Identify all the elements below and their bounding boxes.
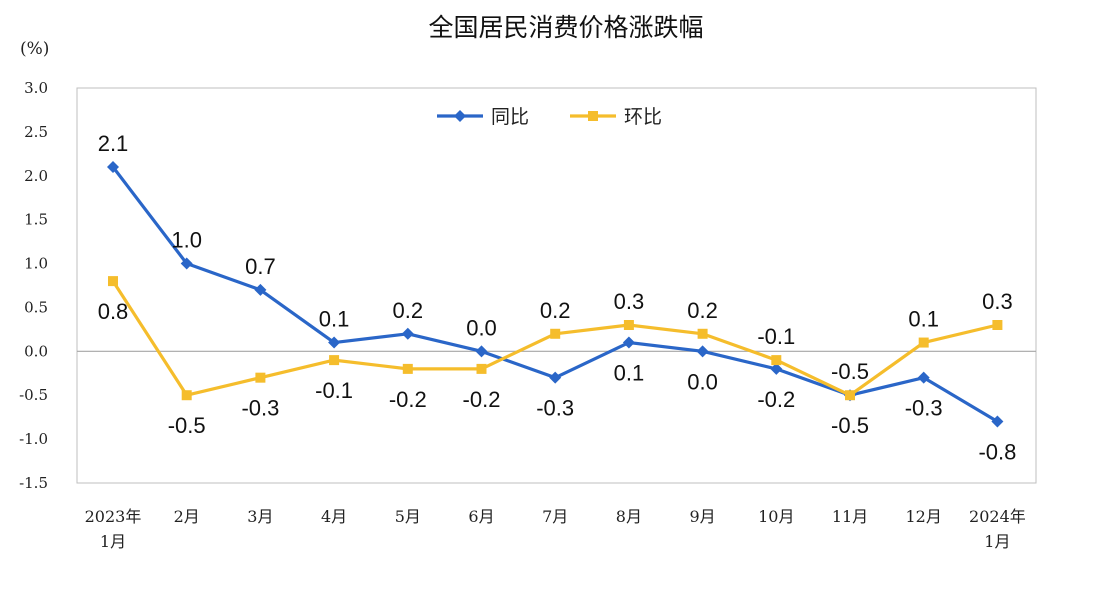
data-label: 0.0 (687, 369, 718, 394)
chart-title: 全国居民消费价格涨跌幅 (428, 13, 703, 42)
data-label: -0.5 (168, 413, 206, 438)
data-point-marker (623, 320, 634, 330)
x-tick-label: 8月 (616, 507, 642, 526)
data-point-marker (992, 320, 1003, 330)
x-tick-label: 9月 (690, 507, 716, 526)
data-point-marker (401, 327, 414, 340)
data-label: -0.5 (831, 413, 869, 438)
data-label: 0.2 (393, 298, 424, 323)
data-label: -0.2 (389, 387, 427, 412)
data-label: -0.2 (757, 387, 795, 412)
y-tick-label: 1.5 (24, 211, 48, 229)
legend-marker (588, 111, 598, 121)
legend-marker (454, 110, 466, 122)
data-point-marker (770, 362, 783, 375)
data-label: 0.1 (319, 307, 350, 332)
data-label: -0.8 (978, 440, 1016, 465)
data-label: -0.1 (757, 324, 795, 349)
x-tick-label: 2024年 (969, 507, 1026, 526)
data-point-marker (622, 336, 635, 349)
data-label: -0.5 (831, 359, 869, 384)
legend: 同比 环比 (437, 106, 662, 128)
data-label: 0.1 (908, 307, 939, 332)
series-layer (107, 161, 1004, 428)
y-tick-label: 0.5 (24, 298, 48, 316)
data-label: -0.3 (905, 396, 943, 421)
data-point-marker (845, 390, 855, 401)
x-tick-label: 6月 (468, 507, 494, 526)
y-tick-label: 2.5 (24, 123, 48, 141)
plot-area-frame (76, 87, 1037, 484)
data-label: 0.2 (540, 298, 571, 323)
legend-label: 同比 (491, 106, 529, 128)
data-label: 2.1 (98, 131, 129, 156)
data-label: 0.0 (466, 315, 497, 340)
y-axis-unit-label: (%) (20, 39, 49, 59)
data-point-marker (254, 283, 267, 296)
data-point-marker (476, 363, 487, 374)
data-label: 1.0 (171, 228, 202, 253)
x-tick-label: 3月 (247, 507, 273, 526)
x-tick-label: 2023年 (85, 507, 142, 526)
data-point-marker (550, 328, 561, 339)
x-tick-label: 2月 (174, 507, 200, 526)
x-tick-label: 1月 (100, 532, 126, 551)
x-tick-label: 12月 (906, 507, 942, 526)
data-point-marker (107, 161, 119, 173)
data-label: 0.3 (614, 289, 645, 314)
data-point-marker (328, 336, 341, 349)
data-label: -0.3 (536, 396, 574, 421)
y-tick-label: 1.0 (24, 255, 48, 273)
x-tick-label: 10月 (758, 507, 794, 526)
data-point-marker (917, 371, 930, 384)
y-tick-label: 2.0 (24, 167, 48, 185)
x-tick-label: 4月 (321, 507, 347, 526)
x-tick-label: 5月 (395, 507, 421, 526)
x-axis-ticks: 2023年 1月 2月 3月 4月 5月 6月 7月 8月 9月 10月 11月 12月 2024年 1月 (85, 507, 1026, 551)
y-tick-label: 0.0 (24, 342, 48, 360)
data-point-marker (918, 337, 929, 348)
y-axis-ticks: 3.0 2.5 2.0 1.5 1.0 0.5 0.0 -0.5 -1.0 -1.5 (19, 79, 48, 492)
data-point-marker (329, 355, 340, 366)
y-tick-label: -1.0 (19, 430, 48, 448)
data-label: 0.8 (98, 299, 129, 324)
data-label: 0.2 (687, 298, 718, 323)
data-point-marker (771, 355, 782, 366)
data-label: 0.1 (614, 361, 645, 386)
data-point-marker (696, 345, 709, 358)
data-point-marker (697, 328, 708, 339)
data-point-marker (108, 276, 118, 287)
data-point-marker (475, 345, 488, 358)
x-tick-label: 7月 (542, 507, 568, 526)
x-tick-label: 11月 (832, 507, 868, 526)
data-point-marker (402, 363, 413, 374)
data-labels-layer: 2.1 1.0 0.7 0.1 0.2 0.0 -0.3 0.1 0.0 -0.2 -0.5 -0.3… (98, 131, 1017, 465)
data-point-marker (255, 372, 266, 383)
data-label: 0.3 (982, 289, 1013, 314)
data-label: -0.2 (463, 387, 501, 412)
legend-label: 环比 (624, 106, 662, 128)
data-point-marker (180, 257, 193, 270)
data-label: -0.1 (315, 378, 353, 403)
data-point-marker (181, 390, 192, 401)
data-point-marker (991, 415, 1004, 428)
x-tick-label: 1月 (984, 532, 1010, 551)
data-label: 0.7 (245, 254, 276, 279)
y-tick-label: -1.5 (19, 474, 48, 492)
y-tick-label: -0.5 (19, 386, 48, 404)
data-label: -0.3 (241, 396, 279, 421)
data-point-marker (549, 371, 562, 384)
y-tick-label: 3.0 (24, 79, 48, 97)
